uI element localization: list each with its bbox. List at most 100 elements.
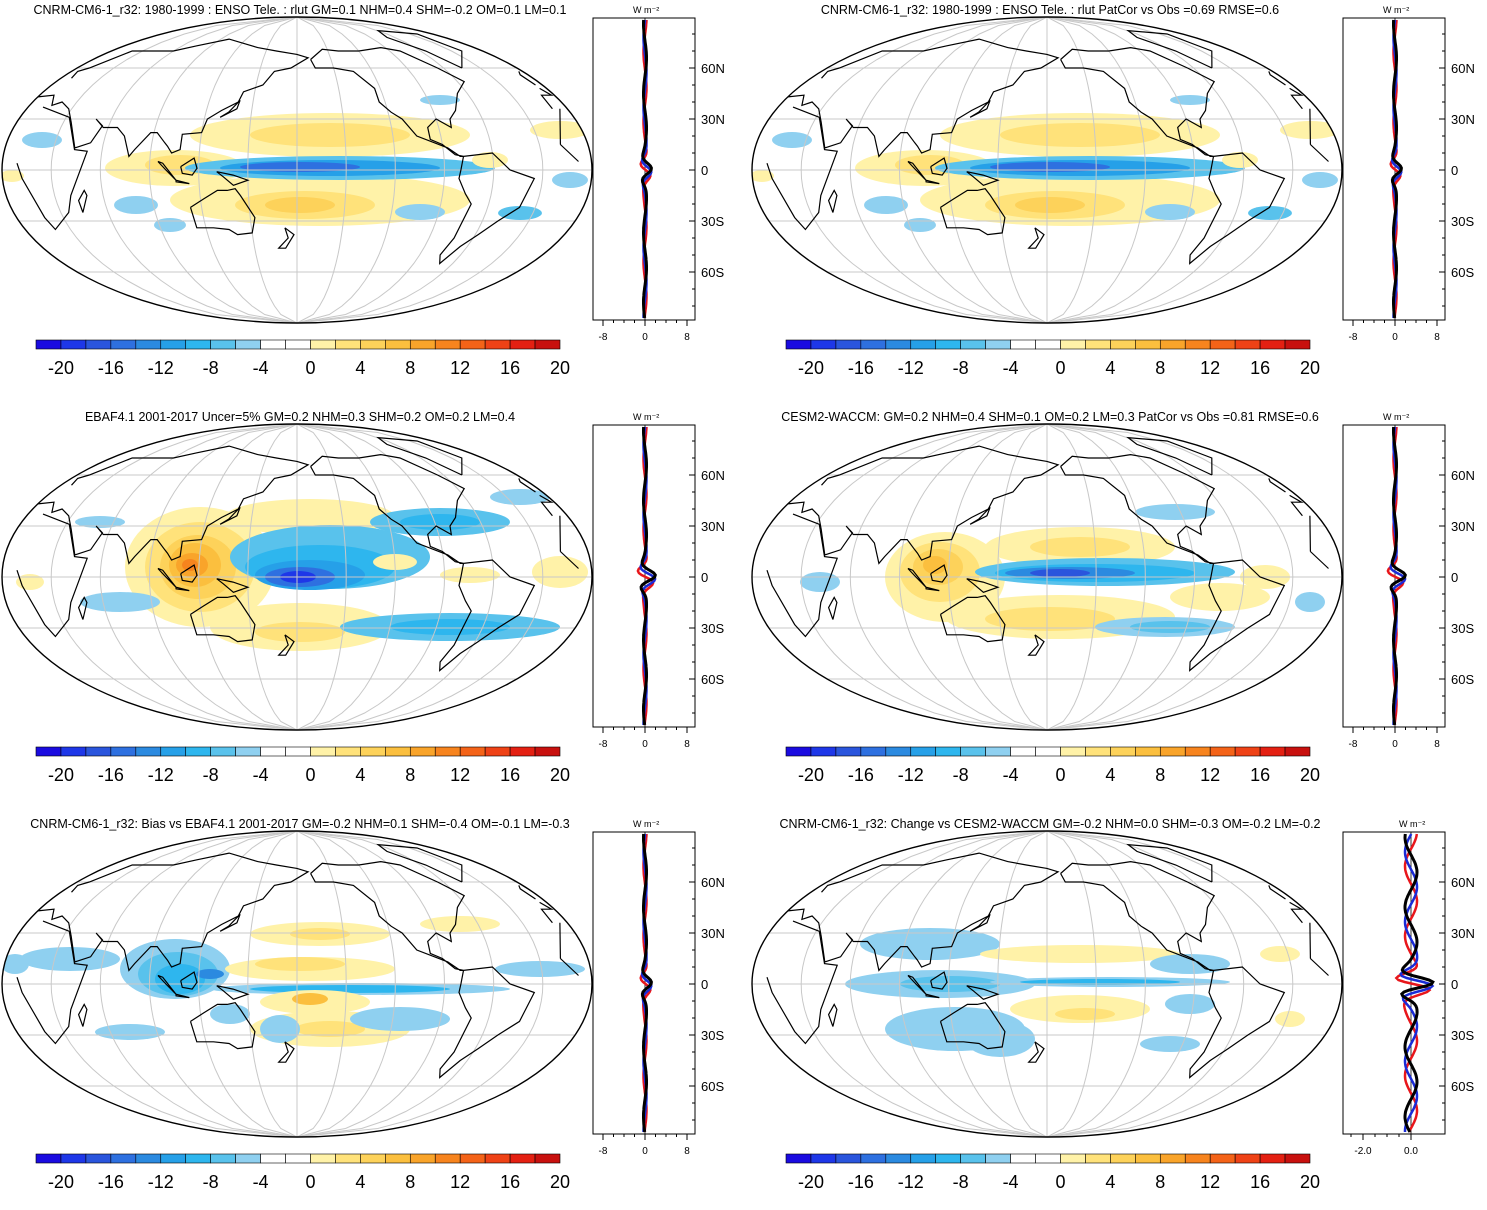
colorbar-box — [910, 1153, 937, 1164]
colorbar-box — [434, 746, 461, 757]
colorbar-box — [484, 746, 511, 757]
coastline — [175, 586, 190, 592]
coastline — [216, 985, 250, 1000]
longitude-line — [1046, 830, 1196, 1138]
colorbar-box — [360, 1153, 386, 1164]
coastline — [277, 634, 295, 656]
coastline — [219, 99, 241, 118]
coastline — [1189, 966, 1286, 1079]
contour-patch — [980, 945, 1180, 963]
contour-patch — [552, 172, 588, 188]
longitude-line — [296, 423, 495, 731]
colorbar-box — [810, 339, 837, 350]
contour-patch — [1170, 95, 1210, 105]
contour-patch — [80, 592, 160, 612]
colorbar-box — [335, 1153, 361, 1164]
coastline — [189, 1002, 256, 1050]
profile-line-b — [1399, 833, 1435, 1132]
colorbar-box — [1060, 339, 1086, 350]
colorbar-box — [260, 1153, 286, 1164]
colorbar-box — [935, 339, 961, 350]
longitude-line — [997, 16, 1048, 324]
colorbar-box — [1110, 1153, 1136, 1164]
zonal-profile: 60N 30N 0 30S 60S W m⁻² -8 0 8 — [592, 5, 725, 343]
longitude-line — [1046, 16, 1146, 324]
longitude-line — [99, 423, 298, 731]
coastline — [1060, 46, 1216, 157]
coastline — [376, 843, 463, 883]
colorbar-label: -20 — [48, 765, 74, 785]
contour-patch — [1130, 621, 1210, 633]
lat-tick-label: 30N — [701, 519, 725, 534]
colorbar-box — [60, 339, 87, 350]
colorbar-label: 12 — [450, 765, 470, 785]
coastline — [277, 227, 295, 249]
coastline — [219, 913, 241, 932]
profile-line-c — [1399, 833, 1435, 1133]
colorbar-box — [1209, 1153, 1236, 1164]
colorbar-box — [135, 1153, 162, 1164]
contour-patch — [114, 196, 158, 214]
zonal-profile: 60N 30N 0 30S 60S W m⁻² -2.0 0.0 — [1342, 819, 1475, 1157]
colorbar-label: 12 — [1200, 358, 1220, 378]
contour-patch — [472, 152, 508, 168]
colorbar-box — [1259, 339, 1286, 350]
contour-patch — [350, 1007, 450, 1031]
colorbar-label: 16 — [1250, 1172, 1270, 1192]
colorbar-box — [35, 339, 62, 350]
longitude-line — [948, 16, 1048, 324]
contour-patch — [390, 619, 510, 635]
longitude-line — [296, 423, 544, 731]
colorbar-box — [785, 1153, 812, 1164]
lat-tick-label: 30S — [701, 621, 724, 636]
colorbar-label: -4 — [1003, 358, 1019, 378]
longitude-line — [296, 16, 544, 324]
colorbar-box — [1010, 746, 1036, 757]
contour-patch — [292, 993, 328, 1005]
panel-title: EBAF4.1 2001-2017 Uncer=5% GM=0.2 NHM=0.… — [84, 410, 516, 424]
panel-figure: 60N 30N 0 30S 60S W m⁻² -2.0 0.0 -20 -16 -12 -8 -4 0 4… — [751, 819, 1475, 1192]
colorbar-box — [810, 746, 837, 757]
coastline — [1189, 559, 1286, 672]
colorbar-box — [910, 339, 937, 350]
colorbar-box — [235, 339, 261, 350]
lat-tick-label: 30N — [701, 926, 725, 941]
map-border — [751, 16, 1343, 324]
colorbar-label: -8 — [953, 358, 969, 378]
longitude-line — [296, 16, 495, 324]
colorbar-box — [310, 339, 336, 350]
coastline — [1027, 634, 1045, 656]
colorbar-box — [35, 1153, 62, 1164]
coastlines — [766, 843, 1329, 1079]
lat-tick-label: 30S — [1451, 1028, 1474, 1043]
colorbar-box — [484, 339, 511, 350]
colorbar-box — [285, 339, 311, 350]
longitude-line — [849, 423, 1048, 731]
colorbar-box — [835, 339, 862, 350]
colorbar-box — [1035, 339, 1061, 350]
contour-patch — [250, 985, 450, 993]
coastline — [766, 513, 1329, 638]
profile-x-tick-label: 0 — [642, 739, 648, 750]
panel-4: CESM2-WACCM: GM=0.2 NHM=0.4 SHM=0.1 OM=0… — [750, 407, 1487, 803]
colorbar-box — [1159, 339, 1186, 350]
contour-patch — [1030, 537, 1130, 557]
coastline — [310, 860, 466, 971]
contour-patch — [495, 961, 585, 977]
colorbar-label: -4 — [1003, 1172, 1019, 1192]
contour-patch — [965, 1021, 1035, 1057]
coastline — [175, 993, 190, 999]
panel-1: CNRM-CM6-1_r32: 1980-1999 : ENSO Tele. :… — [0, 0, 745, 396]
longitude-line — [148, 16, 298, 324]
contour-patch — [800, 572, 840, 592]
profile-line-c — [1389, 426, 1407, 726]
contour-patch — [1030, 569, 1090, 577]
profile-x-tick-label: 8 — [684, 1146, 690, 1157]
longitude-line — [997, 830, 1048, 1138]
colorbar-box — [434, 1153, 461, 1164]
map-contours — [2, 916, 585, 1047]
colorbar-box — [85, 746, 112, 757]
lat-tick-label: 30N — [1451, 112, 1475, 127]
colorbar-label: -12 — [898, 765, 924, 785]
colorbar-label: 0 — [1055, 1172, 1065, 1192]
